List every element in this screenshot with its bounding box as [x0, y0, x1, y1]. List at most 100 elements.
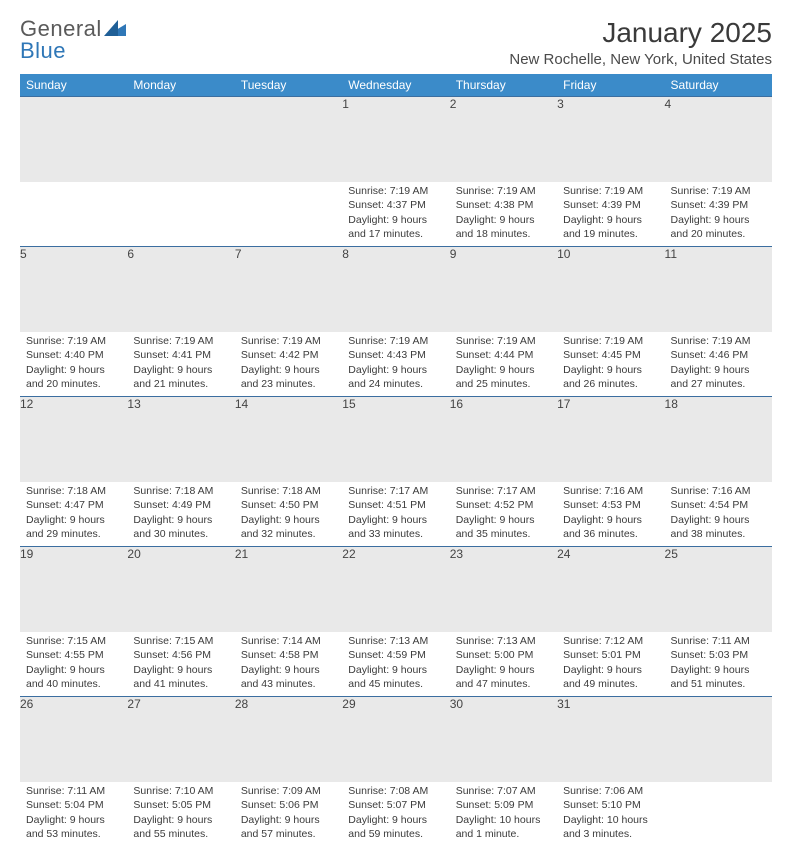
day-cell-body: Sunrise: 7:15 AMSunset: 4:55 PMDaylight:… [20, 632, 127, 695]
day-number-cell: 29 [342, 696, 449, 782]
day-header: Thursday [450, 74, 557, 97]
day-cell: Sunrise: 7:15 AMSunset: 4:55 PMDaylight:… [20, 632, 127, 696]
day-number-row: 19202122232425 [20, 546, 772, 632]
day-cell-body: Sunrise: 7:18 AMSunset: 4:50 PMDaylight:… [235, 482, 342, 545]
day-content-row: Sunrise: 7:15 AM Sunset: 4:55 PM Daylight:… [20, 632, 772, 696]
day-cell: Sunrise: 7:10 AMSunset: 5:05 PMDaylight:… [127, 782, 234, 846]
header: GeneralBlue January 2025 New Rochelle, N… [20, 18, 772, 68]
sunrise-text: Sunrise: 7:19 AM [348, 334, 443, 348]
day-number-cell: 5 [20, 246, 127, 332]
day-cell-body: Sunrise: 7:07 AMSunset: 5:09 PMDaylight:… [450, 782, 557, 845]
day-cell-body: Sunrise: 7:19 AMSunset: 4:39 PMDaylight:… [665, 182, 772, 245]
daylight-text: Daylight: 9 hours and 32 minutes. [241, 513, 336, 541]
day-cell-body: Sunrise: 7:16 AMSunset: 4:54 PMDaylight:… [665, 482, 772, 545]
sunset-text: Sunset: 4:54 PM [671, 498, 766, 512]
sunrise-text: Sunrise: 7:13 AM [456, 634, 551, 648]
daylight-text: Daylight: 9 hours and 53 minutes. [26, 813, 121, 841]
day-cell-body: Sunrise: 7:18 AMSunset: 4:47 PMDaylight:… [20, 482, 127, 545]
day-cell: Sunrise: 7:12 AMSunset: 5:01 PMDaylight:… [557, 632, 664, 696]
sunset-text: Sunset: 4:56 PM [133, 648, 228, 662]
day-header: Tuesday [235, 74, 342, 97]
day-cell-body: Sunrise: 7:19 AMSunset: 4:37 PMDaylight:… [342, 182, 449, 245]
day-number-cell [127, 96, 234, 182]
daylight-text: Daylight: 9 hours and 23 minutes. [241, 363, 336, 391]
sunrise-text: Sunrise: 7:19 AM [348, 184, 443, 198]
day-number-cell: 11 [665, 246, 772, 332]
daylight-text: Daylight: 9 hours and 17 minutes. [348, 213, 443, 241]
logo: GeneralBlue [20, 18, 126, 62]
day-number-cell: 10 [557, 246, 664, 332]
day-cell: Sunrise: 7:09 AMSunset: 5:06 PMDaylight:… [235, 782, 342, 846]
day-cell-body: Sunrise: 7:06 AMSunset: 5:10 PMDaylight:… [557, 782, 664, 845]
day-number-cell: 16 [450, 396, 557, 482]
day-cell-body: Sunrise: 7:13 AMSunset: 4:59 PMDaylight:… [342, 632, 449, 695]
day-number-cell: 2 [450, 96, 557, 182]
day-content-row: Sunrise: 7:19 AMSunset: 4:40 PMDaylight:… [20, 332, 772, 396]
sunrise-text: Sunrise: 7:15 AM [133, 634, 228, 648]
day-header: Monday [127, 74, 234, 97]
day-number-cell: 8 [342, 246, 449, 332]
daylight-text: Daylight: 9 hours and 51 minutes. [671, 663, 766, 691]
day-cell-body: Sunrise: 7:12 AMSunset: 5:01 PMDaylight:… [557, 632, 664, 695]
day-cell [127, 182, 234, 246]
day-header: Friday [557, 74, 664, 97]
day-number-cell: 7 [235, 246, 342, 332]
day-cell-body: Sunrise: 7:19 AMSunset: 4:43 PMDaylight:… [342, 332, 449, 395]
day-cell-body: Sunrise: 7:19 AMSunset: 4:40 PMDaylight:… [20, 332, 127, 395]
day-number-cell: 6 [127, 246, 234, 332]
day-cell: Sunrise: 7:16 AMSunset: 4:54 PMDaylight:… [665, 482, 772, 546]
day-cell: Sunrise: 7:13 AMSunset: 4:59 PMDaylight:… [342, 632, 449, 696]
day-cell: Sunrise: 7:19 AMSunset: 4:37 PMDaylight:… [342, 182, 449, 246]
sunrise-text: Sunrise: 7:19 AM [241, 334, 336, 348]
sunset-text: Sunset: 5:04 PM [26, 798, 121, 812]
sunset-text: Sunset: 4:49 PM [133, 498, 228, 512]
day-number-cell: 12 [20, 396, 127, 482]
day-number-cell: 17 [557, 396, 664, 482]
sunset-text: Sunset: 4:40 PM [26, 348, 121, 362]
sunset-text: Sunset: 4:51 PM [348, 498, 443, 512]
day-cell-body: Sunrise: 7:13 AMSunset: 5:00 PMDaylight:… [450, 632, 557, 695]
day-cell-body: Sunrise: 7:09 AMSunset: 5:06 PMDaylight:… [235, 782, 342, 845]
daylight-text: Daylight: 9 hours and 19 minutes. [563, 213, 658, 241]
day-cell: Sunrise: 7:17 AMSunset: 4:52 PMDaylight:… [450, 482, 557, 546]
day-cell [665, 782, 772, 846]
day-number-cell: 25 [665, 546, 772, 632]
sunset-text: Sunset: 4:58 PM [241, 648, 336, 662]
calendar-thead: SundayMondayTuesdayWednesdayThursdayFrid… [20, 74, 772, 97]
day-cell: Sunrise: 7:13 AMSunset: 5:00 PMDaylight:… [450, 632, 557, 696]
sunrise-text: Sunrise: 7:10 AM [133, 784, 228, 798]
daylight-text: Daylight: 10 hours and 1 minute. [456, 813, 551, 841]
day-cell: Sunrise: 7:06 AMSunset: 5:10 PMDaylight:… [557, 782, 664, 846]
sunset-text: Sunset: 5:06 PM [241, 798, 336, 812]
daylight-text: Daylight: 9 hours and 20 minutes. [26, 363, 121, 391]
day-number-cell: 18 [665, 396, 772, 482]
sunrise-text: Sunrise: 7:19 AM [26, 334, 121, 348]
day-cell: Sunrise: 7:19 AMSunset: 4:42 PMDaylight:… [235, 332, 342, 396]
day-cell-body: Sunrise: 7:08 AMSunset: 5:07 PMDaylight:… [342, 782, 449, 845]
day-cell-body: Sunrise: 7:14 AMSunset: 4:58 PMDaylight:… [235, 632, 342, 695]
sunset-text: Sunset: 4:39 PM [563, 198, 658, 212]
day-number-cell: 1 [342, 96, 449, 182]
sunset-text: Sunset: 5:03 PM [671, 648, 766, 662]
sunset-text: Sunset: 4:43 PM [348, 348, 443, 362]
sunset-text: Sunset: 4:55 PM [26, 648, 121, 662]
sunrise-text: Sunrise: 7:11 AM [671, 634, 766, 648]
sunrise-text: Sunrise: 7:12 AM [563, 634, 658, 648]
sunrise-text: Sunrise: 7:13 AM [348, 634, 443, 648]
day-number-cell: 28 [235, 696, 342, 782]
day-cell-body: Sunrise: 7:19 AMSunset: 4:38 PMDaylight:… [450, 182, 557, 245]
sunrise-text: Sunrise: 7:19 AM [671, 184, 766, 198]
sunset-text: Sunset: 4:45 PM [563, 348, 658, 362]
day-cell: Sunrise: 7:18 AMSunset: 4:50 PMDaylight:… [235, 482, 342, 546]
day-number-row: 567891011 [20, 246, 772, 332]
day-cell: Sunrise: 7:19 AMSunset: 4:40 PMDaylight:… [20, 332, 127, 396]
day-cell: Sunrise: 7:17 AMSunset: 4:51 PMDaylight:… [342, 482, 449, 546]
day-content-row: Sunrise: 7:19 AMSunset: 4:37 PMDaylight:… [20, 182, 772, 246]
daylight-text: Daylight: 10 hours and 3 minutes. [563, 813, 658, 841]
daylight-text: Daylight: 9 hours and 47 minutes. [456, 663, 551, 691]
daylight-text: Daylight: 9 hours and 55 minutes. [133, 813, 228, 841]
sunrise-text: Sunrise: 7:16 AM [671, 484, 766, 498]
day-cell: Sunrise: 7:19 AMSunset: 4:43 PMDaylight:… [342, 332, 449, 396]
sunrise-text: Sunrise: 7:18 AM [26, 484, 121, 498]
daylight-text: Daylight: 9 hours and 35 minutes. [456, 513, 551, 541]
